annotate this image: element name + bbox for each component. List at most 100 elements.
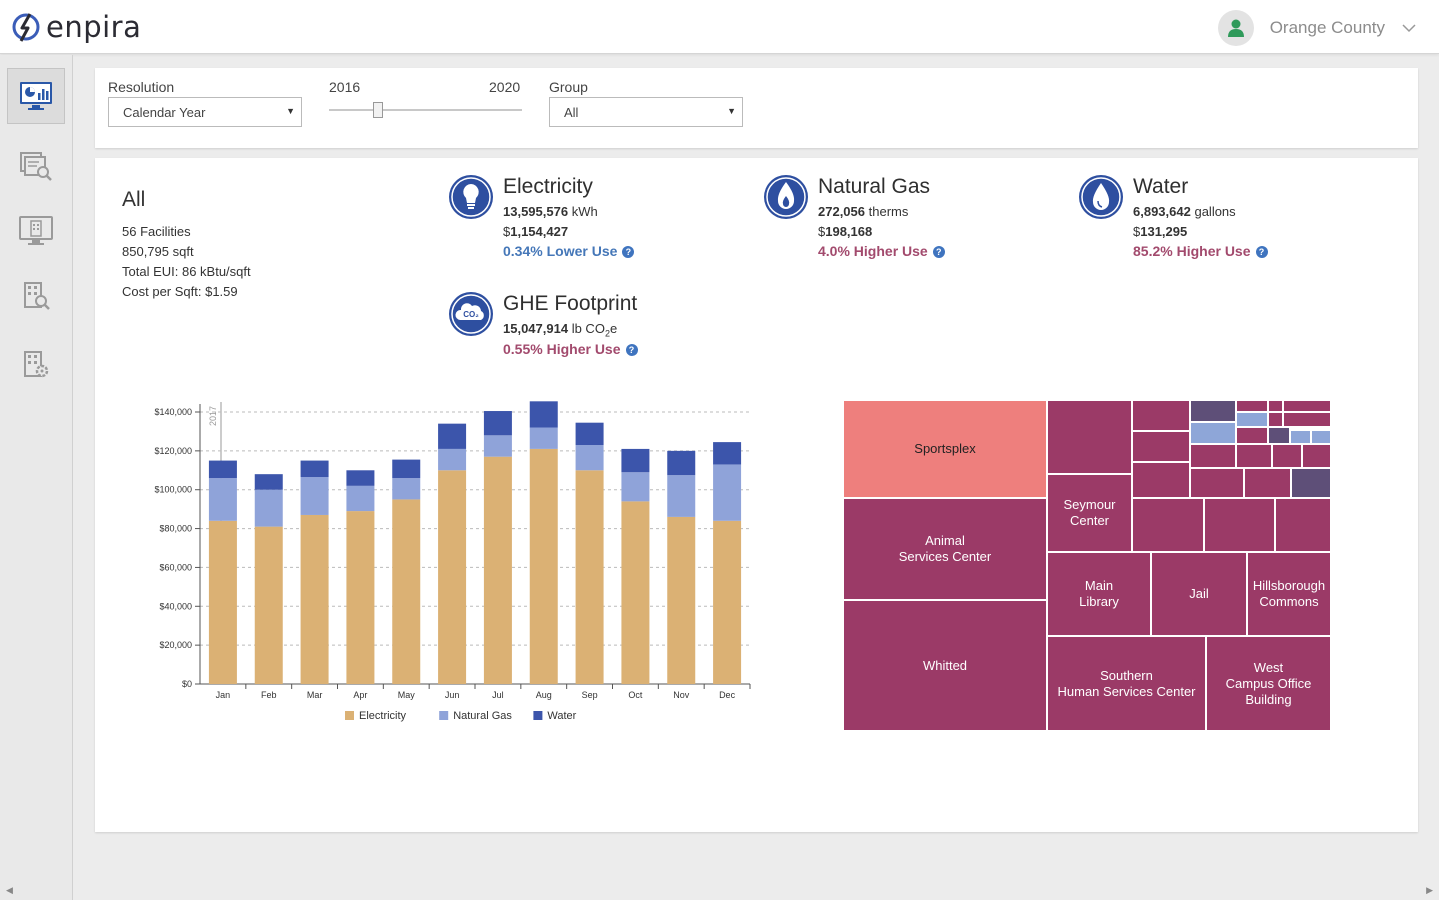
treemap-cell[interactable]: Whitted: [843, 600, 1047, 731]
chevron-down-icon[interactable]: [1401, 20, 1417, 36]
treemap-cell[interactable]: Sportsplex: [843, 400, 1047, 498]
treemap-cell[interactable]: [1244, 468, 1291, 498]
resolution-label: Resolution: [108, 79, 175, 95]
treemap-cell[interactable]: [1190, 444, 1236, 468]
treemap-cell[interactable]: [1283, 400, 1331, 412]
treemap-cell[interactable]: [1290, 430, 1311, 444]
bar-electricity: [254, 526, 283, 684]
bar-water: [529, 401, 558, 428]
bar-natural-gas: [529, 427, 558, 449]
year-marker-label: 2017: [208, 406, 218, 426]
treemap-cell[interactable]: [1272, 444, 1302, 468]
treemap-cell[interactable]: [1236, 412, 1268, 427]
bar-natural-gas: [208, 478, 237, 521]
treemap-cell[interactable]: [1302, 444, 1331, 468]
bar-water: [392, 459, 421, 479]
bar-electricity: [667, 516, 696, 684]
bar-electricity: [300, 514, 329, 684]
sidebar-item-facilities[interactable]: [7, 203, 65, 259]
treemap-cell[interactable]: [1132, 431, 1190, 462]
group-value: All: [564, 105, 579, 120]
treemap-cell[interactable]: [1047, 400, 1132, 474]
help-icon[interactable]: ?: [932, 246, 945, 258]
app-logo[interactable]: enpira: [10, 10, 141, 44]
water-drop-icon: [1079, 175, 1123, 219]
resolution-select[interactable]: Calendar Year ▼: [108, 97, 302, 127]
sidebar-item-dashboard[interactable]: [7, 68, 65, 124]
treemap-cell[interactable]: [1291, 468, 1331, 498]
year-slider-handle[interactable]: [373, 102, 383, 118]
treemap-cell[interactable]: Seymour Center: [1047, 474, 1132, 552]
treemap-cell[interactable]: [1132, 462, 1190, 498]
bar-water: [438, 423, 467, 449]
scroll-left-icon[interactable]: ◀: [6, 885, 13, 895]
svg-text:CO₂: CO₂: [463, 310, 479, 319]
select-arrow-icon: ▼: [286, 106, 295, 116]
x-tick-label: Jun: [445, 690, 460, 700]
legend-label: Natural Gas: [453, 710, 512, 722]
treemap-cell[interactable]: [1268, 427, 1290, 444]
bar-natural-gas: [483, 435, 512, 457]
treemap-cell[interactable]: Jail: [1151, 552, 1247, 636]
treemap-cell[interactable]: Main Library: [1047, 552, 1151, 636]
bar-water: [254, 474, 283, 490]
sidebar-item-reports[interactable]: [7, 138, 65, 194]
legend-swatch: [439, 711, 449, 720]
treemap-cell[interactable]: [1190, 468, 1244, 498]
bar-natural-gas: [300, 477, 329, 515]
treemap-cell-label: Animal Services Center: [898, 533, 992, 564]
x-tick-label: Aug: [536, 690, 552, 700]
y-tick-label: $120,000: [154, 446, 192, 456]
treemap-cell[interactable]: [1236, 444, 1272, 468]
treemap-cell-label: Whitted: [922, 657, 968, 673]
water-cost: $131,295: [1133, 224, 1188, 239]
legend-swatch: [533, 711, 543, 720]
scroll-right-icon[interactable]: ▶: [1426, 885, 1433, 895]
total-area: 850,795 sqft: [122, 244, 194, 259]
electricity-cost: $1,154,427: [503, 224, 569, 239]
treemap-cell[interactable]: [1204, 498, 1275, 552]
bar-water: [300, 460, 329, 478]
help-icon[interactable]: ?: [622, 246, 635, 258]
treemap-cell[interactable]: [1190, 422, 1236, 444]
help-icon[interactable]: ?: [1255, 246, 1268, 258]
treemap-cell[interactable]: [1311, 430, 1331, 444]
bar-natural-gas: [667, 475, 696, 517]
bar-electricity: [208, 520, 237, 684]
treemap-cell[interactable]: [1283, 412, 1331, 427]
summary-title: All: [122, 188, 146, 211]
electricity-metric: Electricity 13,595,576 kWh $1,154,427 0.…: [448, 174, 728, 264]
treemap-cell[interactable]: Hillsborough Commons: [1247, 552, 1331, 636]
treemap-cell[interactable]: Animal Services Center: [843, 498, 1047, 600]
bar-water: [713, 442, 742, 465]
natural-gas-metric: Natural Gas 272,056 therms $198,168 4.0%…: [763, 174, 1043, 264]
user-menu[interactable]: Orange County: [1217, 10, 1417, 46]
bar-electricity: [438, 470, 467, 684]
treemap-cell[interactable]: Southern Human Services Center: [1047, 636, 1206, 731]
building-monitor-icon: [19, 216, 53, 245]
bar-electricity: [529, 448, 558, 684]
ghe-title: GHE Footprint: [503, 292, 638, 315]
summary-stats: 56 Facilities 850,795 sqft Total EUI: 86…: [122, 222, 251, 302]
group-select[interactable]: All ▼: [549, 97, 743, 127]
treemap-cell[interactable]: [1236, 400, 1268, 412]
treemap-cell[interactable]: [1132, 400, 1190, 431]
treemap-cell[interactable]: [1275, 498, 1331, 552]
help-icon[interactable]: ?: [625, 344, 638, 356]
treemap-cell[interactable]: [1236, 427, 1268, 444]
treemap-cell[interactable]: [1268, 400, 1283, 412]
ghe-usage: 15,047,914 lb CO2e: [503, 321, 618, 339]
natural-gas-change: 4.0% Higher Use?: [818, 243, 945, 259]
slider-end-label: 2020: [489, 79, 521, 95]
treemap-cell[interactable]: [1190, 400, 1236, 422]
x-tick-label: Dec: [719, 690, 736, 700]
sidebar-item-facility-search[interactable]: [7, 268, 65, 324]
x-tick-label: Oct: [628, 690, 643, 700]
sidebar-item-facility-settings[interactable]: [7, 337, 65, 393]
treemap-cell[interactable]: [1268, 412, 1283, 427]
year-slider-track[interactable]: [329, 109, 522, 111]
treemap-cell[interactable]: [1132, 498, 1204, 552]
y-tick-label: $100,000: [154, 485, 192, 495]
treemap-cell[interactable]: West Campus Office Building: [1206, 636, 1331, 731]
x-tick-label: Sep: [582, 690, 598, 700]
